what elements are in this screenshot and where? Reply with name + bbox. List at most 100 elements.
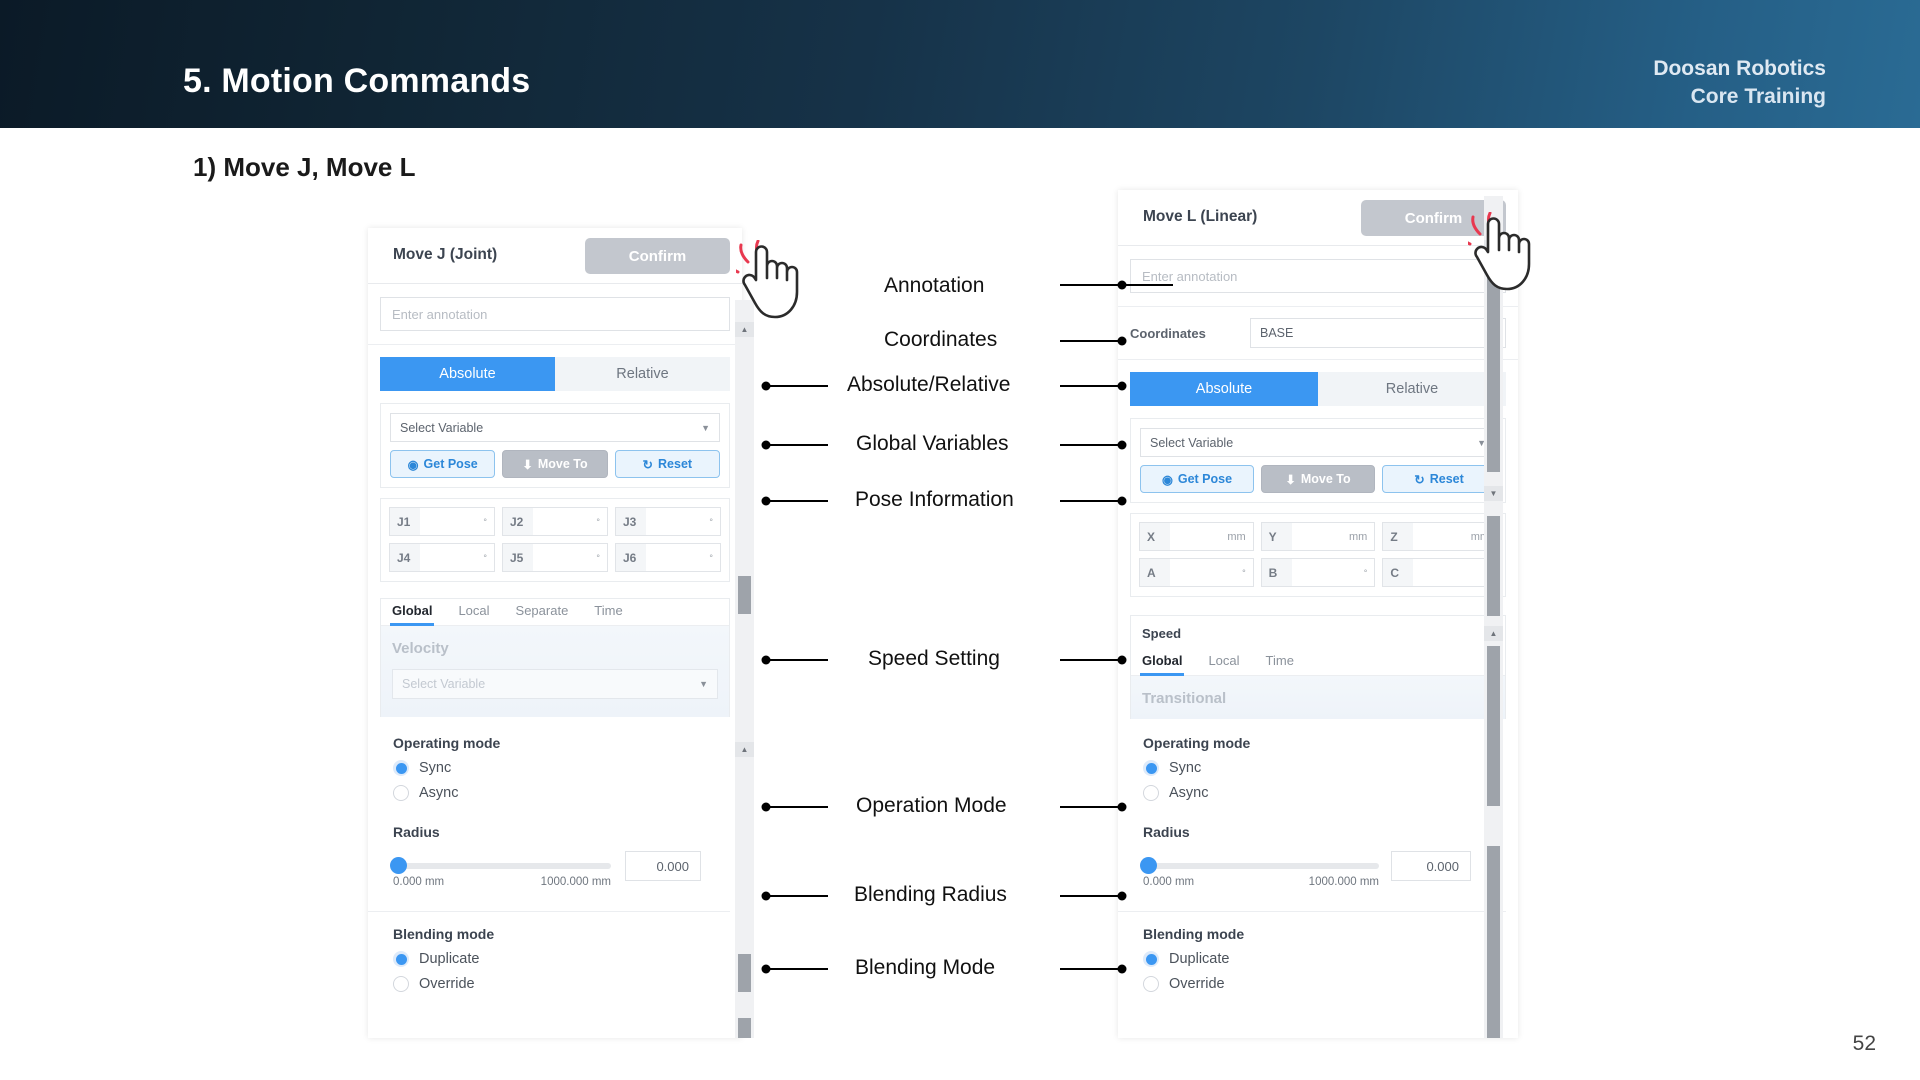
move-l-scrollbar[interactable]: ▲ ▼ ▲: [1484, 196, 1503, 1038]
move-j-select-variable-dropdown[interactable]: Select Variable ▼: [390, 413, 720, 442]
move-l-scrollbar-thumb-2[interactable]: [1487, 516, 1500, 616]
move-l-operating-mode-async[interactable]: Async: [1143, 785, 1518, 801]
move-j-field-j4[interactable]: J4 °: [389, 543, 495, 572]
move-l-field-b[interactable]: B °: [1260, 558, 1376, 587]
move-l-get-pose-button[interactable]: ◉ Get Pose: [1140, 465, 1254, 493]
move-l-move-to-button[interactable]: ⬇ Move To: [1261, 465, 1375, 493]
move-l-blending-mode-override[interactable]: Override: [1143, 976, 1506, 992]
move-j-reset-button[interactable]: ↻ Reset: [614, 450, 720, 478]
move-j-field-j2[interactable]: J2 °: [502, 507, 608, 536]
move-j-absolute-relative-toggle[interactable]: Absolute Relative: [380, 357, 730, 391]
leader-dot-globalvars-left: [761, 440, 771, 450]
callout-pose-information: Pose Information: [855, 488, 1014, 511]
move-j-operating-mode-title: Operating mode: [393, 735, 501, 751]
move-j-annotation-input[interactable]: Enter annotation: [380, 297, 730, 331]
move-j-label-j5: J5: [503, 544, 533, 571]
move-j-radius-slider-knob[interactable]: [390, 856, 407, 874]
move-j-scrollbar-thumb-2[interactable]: [738, 954, 751, 992]
move-j-get-pose-label: Get Pose: [423, 457, 478, 471]
move-l-unit-x: mm: [1227, 530, 1246, 543]
leader-dot-annotation: [1117, 280, 1127, 290]
move-l-relative-tab[interactable]: Relative: [1318, 372, 1506, 406]
move-j-velocity-label: Velocity: [392, 640, 449, 657]
move-j-unit-j2: °: [596, 516, 600, 527]
move-l-select-variable-dropdown[interactable]: Select Variable ▼: [1140, 428, 1496, 457]
move-j-blending-duplicate-label: Duplicate: [419, 951, 480, 967]
move-l-field-x[interactable]: X mm: [1139, 522, 1254, 551]
click-cursor-left: [736, 240, 806, 320]
move-j-field-j5[interactable]: J5 °: [502, 543, 608, 572]
leader-line-absrel: [1060, 385, 1123, 387]
move-l-reset-button[interactable]: ↻ Reset: [1382, 465, 1496, 493]
move-l-radius-value-input[interactable]: 0.000: [1391, 851, 1471, 881]
move-l-scrollbar-thumb-3[interactable]: [1487, 646, 1500, 806]
move-j-field-j1[interactable]: J1 °: [389, 507, 495, 536]
move-l-absolute-relative-toggle[interactable]: Absolute Relative: [1130, 372, 1506, 406]
move-l-speed-tabs: Global Local Time: [1131, 649, 1505, 676]
chevron-down-icon: ▼: [699, 679, 708, 689]
move-j-velocity-select[interactable]: Select Variable ▼: [392, 669, 718, 699]
chevron-down-icon: ▼: [701, 422, 710, 433]
move-l-get-pose-label: Get Pose: [1177, 472, 1233, 486]
move-l-coordinates-dropdown[interactable]: BASE ▼: [1250, 318, 1506, 348]
page-number: 52: [1852, 1032, 1876, 1055]
move-l-annotation-input[interactable]: Enter annotation: [1130, 259, 1506, 293]
move-j-relative-tab[interactable]: Relative: [555, 357, 730, 391]
move-l-unit-y: mm: [1349, 530, 1368, 543]
move-j-operating-mode-sync[interactable]: Sync: [393, 760, 742, 776]
move-l-label-x: X: [1140, 523, 1170, 550]
move-l-title: Move L (Linear): [1143, 208, 1258, 225]
move-l-speed-section: Speed Global Local Time Transitional: [1130, 615, 1506, 719]
move-l-confirm-button[interactable]: Confirm: [1361, 200, 1506, 236]
move-l-scrollbar-thumb-4[interactable]: [1487, 846, 1500, 1038]
move-j-move-to-button[interactable]: ⬇ Move To: [502, 450, 608, 478]
scroll-up-arrow-icon[interactable]: ▲: [735, 322, 754, 337]
move-j-blending-mode-duplicate[interactable]: Duplicate: [393, 951, 730, 967]
move-j-scrollbar[interactable]: ▲ ▲: [735, 300, 754, 1038]
move-l-speed-tab-global[interactable]: Global: [1139, 649, 1185, 676]
move-j-get-pose-button[interactable]: ◉ Get Pose: [390, 450, 496, 478]
move-l-field-c[interactable]: C °: [1382, 558, 1498, 587]
move-j-speed-tab-global[interactable]: Global: [389, 599, 435, 626]
move-j-scrollbar-thumb-3[interactable]: [738, 1018, 751, 1038]
scroll-down-arrow-icon[interactable]: ▼: [1484, 486, 1503, 501]
move-j-label-j2: J2: [503, 508, 533, 535]
move-j-label-j6: J6: [616, 544, 646, 571]
move-l-field-z[interactable]: Z mm: [1382, 522, 1498, 551]
move-l-blending-mode-group: Blending mode Duplicate Override: [1118, 911, 1506, 1005]
move-l-radius-slider-knob[interactable]: [1140, 856, 1157, 874]
leader-line-speed: [1060, 659, 1123, 661]
move-j-confirm-button[interactable]: Confirm: [585, 238, 730, 274]
move-l-speed-tab-time[interactable]: Time: [1265, 653, 1294, 668]
move-l-operating-mode-title: Operating mode: [1143, 735, 1251, 751]
refresh-icon: ↻: [1414, 472, 1425, 487]
move-j-absolute-tab[interactable]: Absolute: [380, 357, 555, 391]
move-j-speed-tab-local[interactable]: Local: [458, 603, 490, 618]
move-j-field-j6[interactable]: J6 °: [615, 543, 721, 572]
move-l-field-y[interactable]: Y mm: [1260, 522, 1376, 551]
move-j-blending-mode-override[interactable]: Override: [393, 976, 730, 992]
scroll-down-arrow-icon[interactable]: ▲: [735, 742, 754, 757]
move-l-scrollbar-thumb[interactable]: [1487, 262, 1500, 472]
move-j-speed-tab-time[interactable]: Time: [594, 603, 623, 618]
move-j-operating-mode-async[interactable]: Async: [393, 785, 742, 801]
move-j-radius-slider-track[interactable]: [390, 856, 611, 874]
move-j-radius-value-input[interactable]: 0.000: [625, 851, 701, 881]
move-j-scrollbar-thumb[interactable]: [738, 576, 751, 614]
download-icon: ⬇: [522, 457, 533, 472]
move-l-pose-fields: X mm Y mm Z mm A ° B ° C °: [1130, 513, 1506, 597]
move-l-field-a[interactable]: A °: [1139, 558, 1254, 587]
radio-selected-icon: [1143, 760, 1159, 776]
leader-line-speed-left: [765, 659, 828, 661]
move-j-field-j3[interactable]: J3 °: [615, 507, 721, 536]
scroll-up-arrow-icon-2[interactable]: ▲: [1484, 626, 1503, 641]
move-l-radius-slider-track[interactable]: [1140, 856, 1379, 874]
move-j-radius-slider-wrap: 0.000 mm 1000.000 mm 0.000: [368, 849, 742, 905]
move-j-label-j4: J4: [390, 544, 420, 571]
move-l-operating-mode-sync[interactable]: Sync: [1143, 760, 1518, 776]
move-l-absolute-tab[interactable]: Absolute: [1130, 372, 1318, 406]
move-l-blending-mode-duplicate[interactable]: Duplicate: [1143, 951, 1506, 967]
move-j-radius-slider-row: 0.000 mm 1000.000 mm 0.000: [390, 851, 742, 899]
move-j-speed-tab-separate[interactable]: Separate: [515, 603, 569, 618]
move-l-speed-tab-local[interactable]: Local: [1208, 653, 1240, 668]
